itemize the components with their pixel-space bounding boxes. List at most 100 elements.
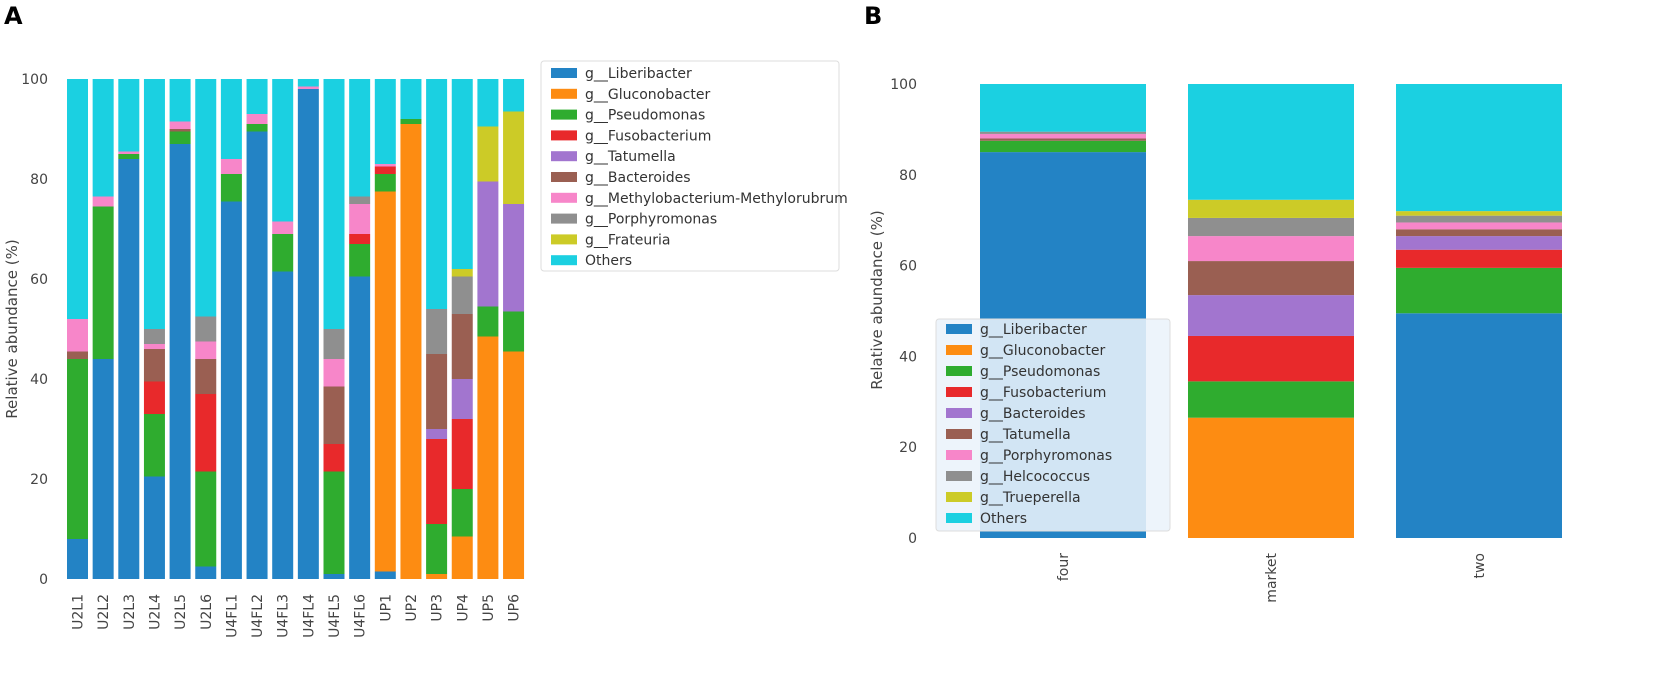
bar-segment-u2l6-g-bacteroides [195,359,217,394]
legend-swatch-g-methylobacterium-methylorubrum [551,192,577,203]
bar-segment-up3-g-porphyromonas [426,309,448,354]
bar-segment-up2-others [400,79,422,119]
bar-segment-u2l1-g-liberibacter [67,539,88,579]
chart-a-xtick: U2L4 [147,594,163,630]
bar-segment-u2l6-g-liberibacter [195,566,217,579]
bar-segment-two-g-liberibacter [1396,313,1562,538]
chart-a-xtick: UP3 [430,594,446,622]
bar-segment-two-g-pseudomonas [1396,267,1562,314]
bar-segment-u2l4-g-methylobacterium-methylorubrum [143,344,165,349]
legend-swatch-g-trueperella [946,492,972,502]
bar-segment-u4fl3-others [272,79,294,222]
legend-label-g-liberibacter: g__Liberibacter [980,322,1087,338]
bar-segment-market-g-gluconobacter [1188,417,1354,538]
bar-segment-up3-others [426,79,448,309]
bar-segment-up4-g-pseudomonas [451,489,473,537]
bar-segment-u4fl1-others [220,79,242,159]
bar-segment-up6-others [503,79,525,112]
chart-b-ytick: 40 [899,349,917,365]
panel-b-label: B [864,2,882,30]
legend-label-g-fusobacterium: g__Fusobacterium [980,385,1106,401]
bar-segment-u4fl1-g-liberibacter [220,201,242,579]
bar-segment-four-g-porphyromonas [980,133,1146,139]
bar-segment-up6-g-pseudomonas [503,311,525,352]
bar-segment-up4-others [451,79,473,269]
legend-swatch-g-fusobacterium [551,130,577,141]
bar-segment-u4fl6-g-porphyromonas [349,196,371,204]
chart-a-xtick: U4FL6 [353,594,369,638]
legend-swatch-g-liberibacter [946,324,972,334]
chart-a-ylabel: Relative abundance (%) [3,239,21,418]
chart-a-bars [67,79,525,579]
chart-b-ytick: 20 [899,440,917,456]
bar-segment-u2l5-g-bacteroides [169,129,191,132]
legend-swatch-g-bacteroides [551,172,577,182]
bar-segment-up3-g-bacteroides [426,354,448,429]
legend-label-g-tatumella: g__Tatumella [980,427,1071,443]
bar-segment-up5-g-frateuria [477,126,499,182]
legend-swatch-g-pseudomonas [946,366,972,376]
bar-segment-u2l2-g-pseudomonas [92,206,114,359]
chart-a-ytick: 100 [21,72,48,88]
legend-swatch-g-pseudomonas [551,109,577,120]
chart-a-xtick: UP5 [481,594,497,622]
bar-segment-u2l4-others [143,79,165,329]
bar-segment-up5-g-pseudomonas [477,306,499,337]
bar-segment-u2l6-others [195,79,217,317]
chart-b-xticks: four market two [1056,552,1488,602]
bar-segment-two-g-fusobacterium [1396,249,1562,268]
chart-b-xtick: market [1264,552,1280,602]
legend-label-g-pseudomonas: g__Pseudomonas [585,108,705,124]
chart-a-xtick: U2L3 [122,594,138,630]
bar-segment-u4fl6-g-pseudomonas [349,244,371,277]
legend-label-g-pseudomonas: g__Pseudomonas [980,364,1100,380]
legend-swatch-g-porphyromonas [551,213,577,224]
bar-segment-four-g-pseudomonas [980,140,1146,153]
chart-a-xtick: U4FL4 [301,594,317,638]
chart-a-xtick: UP4 [455,594,471,622]
chart-b-xtick: two [1472,553,1488,579]
legend-swatch-g-fusobacterium [946,387,972,397]
chart-a-legend-box [540,60,840,272]
chart-b-ytick: 0 [908,531,917,547]
legend-label-g-liberibacter: g__Liberibacter [585,66,692,82]
bar-segment-up6-g-gluconobacter [503,351,525,579]
bar-segment-four-g-tatumella [980,138,1146,141]
chart-a-ytick: 40 [30,372,48,388]
bar-segment-u4fl3-g-methylobacterium-methylorubrum [272,221,294,234]
bar-segment-up2-g-gluconobacter [400,124,422,579]
chart-a-xtick: U2L6 [199,594,215,630]
bar-segment-two-g-helcococcus [1396,215,1562,223]
bar-segment-u2l6-g-fusobacterium [195,394,217,472]
chart-a-xtick: U4FL1 [224,594,240,638]
bar-segment-u4fl1-g-methylobacterium-methylorubrum [220,159,242,174]
bar-segment-u2l5-g-methylobacterium-methylorubrum [169,121,191,129]
chart-a-xtick: U2L2 [96,594,112,630]
legend-swatch-g-helcococcus [946,471,972,481]
bar-segment-up1-g-pseudomonas [374,174,396,192]
chart-a-yticks: 0 20 40 60 80 100 [21,72,48,588]
bar-segment-up1-g-liberibacter [374,571,396,579]
bar-segment-two-g-trueperella [1396,211,1562,216]
bar-segment-up3-g-fusobacterium [426,439,448,524]
legend-label-g-helcococcus: g__Helcococcus [980,469,1090,485]
chart-a-xtick: U4FL3 [276,594,292,638]
bar-segment-two-g-bacteroides [1396,236,1562,250]
bar-segment-u2l5-g-liberibacter [169,144,191,579]
legend-swatch-g-liberibacter [551,68,577,78]
bar-segment-up1-g-gluconobacter [374,191,396,572]
bar-segment-up1-g-methylobacterium-methylorubrum [374,164,396,167]
bar-segment-up5-g-tatumella [477,181,499,307]
chart-a-xtick: U4FL2 [250,594,266,638]
bar-segment-u2l6-g-porphyromonas [195,316,217,342]
bar-segment-u2l4-g-liberibacter [143,476,165,579]
chart-a-ytick: 20 [30,472,48,488]
bar-segment-u4fl5-others [323,79,345,329]
chart-a-xtick: UP1 [378,594,394,622]
chart-b-ytick: 100 [890,77,917,93]
bar-segment-u4fl5-g-liberibacter [323,574,345,579]
legend-swatch-others [551,255,577,266]
chart-b-xtick: four [1056,553,1072,581]
bar-segment-u4fl4-others [297,79,319,87]
bar-segment-u2l1-g-methylobacterium-methylorubrum [67,319,88,352]
